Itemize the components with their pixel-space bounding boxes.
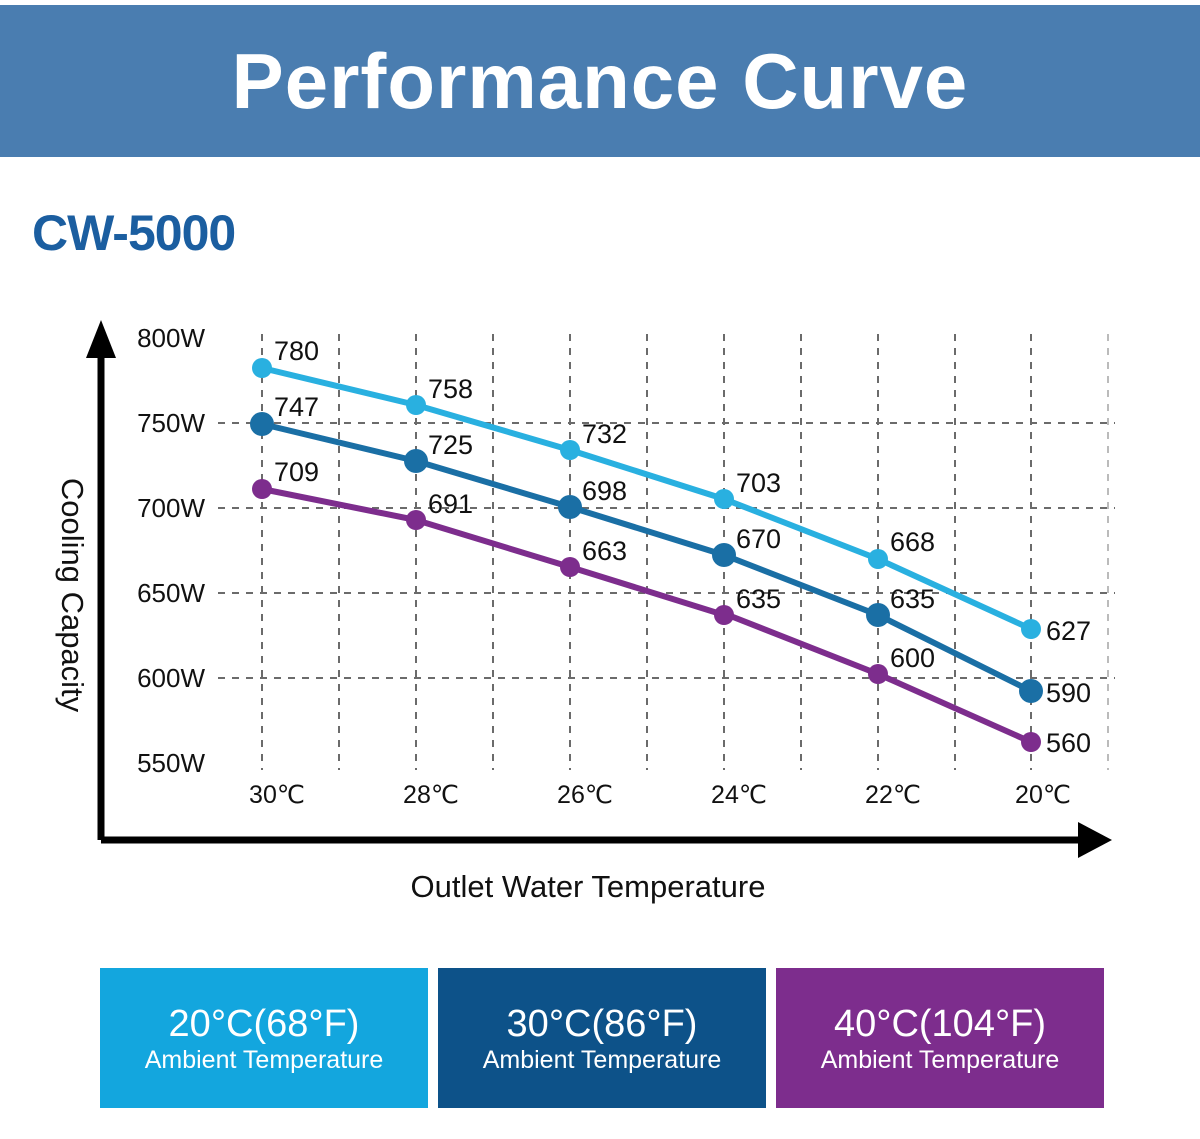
legend-temperature: 40°C(104°F) [833,1002,1047,1045]
data-label: 627 [1046,616,1091,646]
y-tick-label: 800W [137,323,205,353]
data-label: 590 [1046,678,1091,708]
model-name: CW-5000 [32,205,236,261]
data-label: 709 [274,457,319,487]
data-labels-series-40c: 709 691 663 635 600 560 [274,457,1091,758]
data-point [560,557,580,577]
data-label: 668 [890,527,935,557]
header-banner: Performance Curve [0,5,1200,157]
legend-item-20c: 20°C(68°F) Ambient Temperature [100,968,428,1108]
data-point [868,664,888,684]
data-label: 670 [736,524,781,554]
data-label: 725 [428,430,473,460]
x-tick-label: 24℃ [711,781,767,809]
x-tick-label: 30℃ [249,781,305,809]
page-title: Performance Curve [231,37,969,125]
x-tick-label: 26℃ [557,781,613,809]
x-tick-label: 28℃ [403,781,459,809]
data-label: 691 [428,489,473,519]
chart-series-markers [250,358,1043,752]
data-point [1019,679,1043,703]
performance-chart: 800W 750W 700W 650W 600W 550W 30℃ 28℃ 26… [0,300,1200,930]
legend: 20°C(68°F) Ambient Temperature 30°C(86°F… [100,968,1104,1108]
data-label: 635 [890,584,935,614]
legend-item-40c: 40°C(104°F) Ambient Temperature [776,968,1104,1108]
data-label: 600 [890,643,935,673]
y-tick-label: 700W [137,493,205,523]
legend-item-30c: 30°C(86°F) Ambient Temperature [438,968,766,1108]
data-point [1021,732,1041,752]
data-point [714,489,734,509]
data-label: 747 [274,392,319,422]
legend-subtitle: Ambient Temperature [144,1045,384,1074]
series-line-20c [259,365,1034,632]
data-label: 780 [274,336,319,366]
data-label: 758 [428,374,473,404]
legend-temperature: 30°C(86°F) [506,1002,698,1045]
data-point [558,495,582,519]
data-point [406,395,426,415]
chart-gridlines-horizontal [218,422,1115,679]
data-label: 703 [736,468,781,498]
chart-canvas: 800W 750W 700W 650W 600W 550W 30℃ 28℃ 26… [55,320,1115,904]
data-label: 560 [1046,728,1091,758]
y-tick-labels: 800W 750W 700W 650W 600W 550W [137,323,205,778]
x-tick-label: 22℃ [865,781,921,809]
legend-subtitle: Ambient Temperature [482,1045,722,1074]
x-axis-title: Outlet Water Temperature [411,869,766,904]
data-label: 663 [582,536,627,566]
data-point [712,543,736,567]
y-axis-title: Cooling Capacity [55,478,90,713]
y-tick-label: 750W [137,408,205,438]
legend-subtitle: Ambient Temperature [820,1045,1060,1074]
data-point [714,605,734,625]
data-point [252,479,272,499]
y-tick-label: 600W [137,663,205,693]
data-point [250,412,274,436]
data-point [1021,619,1041,639]
y-tick-label: 650W [137,578,205,608]
data-labels-series-30c: 747 725 698 670 635 590 [274,392,1091,708]
data-label: 698 [582,476,627,506]
data-point [866,603,890,627]
data-point [560,440,580,460]
y-tick-label: 550W [137,748,205,778]
x-axis [101,822,1112,858]
y-axis [86,320,116,840]
data-labels-series-20c: 780 758 732 703 668 627 [274,336,1091,646]
data-label: 732 [582,419,627,449]
data-point [406,510,426,530]
x-tick-label: 20℃ [1015,781,1071,809]
legend-temperature: 20°C(68°F) [168,1002,360,1045]
data-point [868,549,888,569]
data-point [252,358,272,378]
x-tick-labels: 30℃ 28℃ 26℃ 24℃ 22℃ 20℃ [249,781,1071,809]
data-point [404,449,428,473]
series-line-30c [259,421,1034,694]
data-label: 635 [736,584,781,614]
